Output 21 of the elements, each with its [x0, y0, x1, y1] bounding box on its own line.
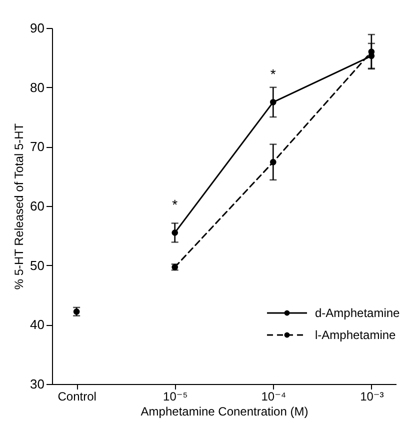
x-axis-title: Amphetamine Conentration (M)	[140, 404, 308, 418]
y-tick-label: 30	[30, 376, 44, 392]
point	[368, 48, 375, 55]
legend-label: d-Amphetamine	[315, 306, 400, 320]
annotation: *	[270, 66, 276, 82]
point	[270, 158, 276, 166]
x-tick-label: Control	[58, 390, 96, 404]
x-tick-label: 10⁻⁴	[261, 390, 286, 404]
y-tick-label: 70	[30, 139, 44, 154]
y-tick-label: 50	[30, 258, 44, 273]
x-tick-label: 10⁻³	[360, 390, 384, 404]
y-axis-title: % 5-HT Released of Total 5-HT	[12, 122, 26, 290]
y-tick-label: 60	[30, 198, 44, 214]
point	[270, 99, 276, 106]
annotation: *	[172, 196, 178, 213]
y-tick-label: 80	[30, 80, 44, 95]
point	[172, 230, 178, 236]
y-tick-label: 40	[30, 317, 44, 332]
x-tick-label: 10⁻⁵	[163, 390, 188, 404]
legend-label: l-Amphetamine	[315, 328, 396, 342]
y-tick-label: 90	[30, 20, 44, 36]
